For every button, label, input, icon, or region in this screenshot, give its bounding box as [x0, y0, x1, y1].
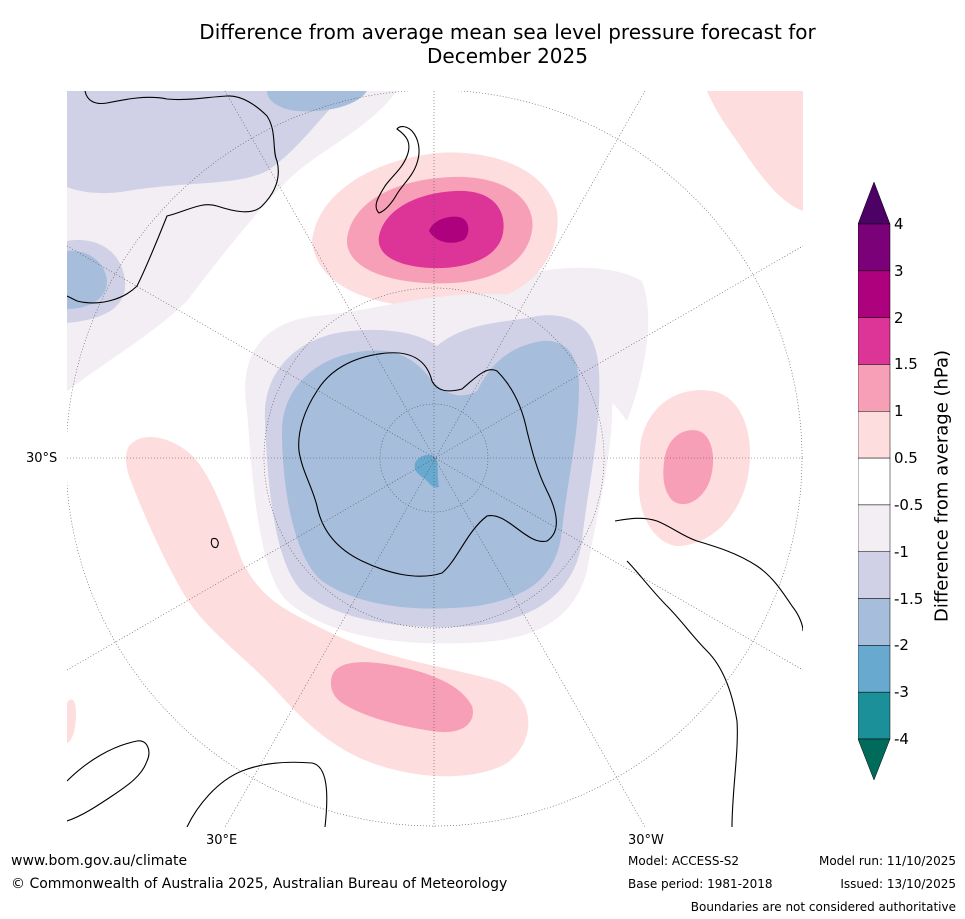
- africa-coastline: [67, 740, 328, 827]
- lat-label-30s: 30°S: [26, 451, 58, 466]
- colorbar-bin: [858, 223, 891, 272]
- anomaly-region-minus15-nw: [267, 91, 367, 112]
- graticule: [67, 91, 803, 827]
- colorbar-tick-label: -4: [894, 730, 909, 748]
- chart-title-line1: Difference from average mean sea level p…: [199, 20, 816, 44]
- colorbar-under-arrow: [858, 738, 891, 781]
- colorbar-bin: [858, 551, 891, 599]
- footer-website: www.bom.gov.au/climate: [11, 853, 188, 869]
- anomaly-region-plus05-west-edge: [67, 699, 76, 743]
- australia-coastline: [67, 91, 279, 304]
- colorbar-bin: [858, 598, 891, 646]
- colorbar-tick-label: -1: [894, 542, 909, 561]
- madagascar-coastline: [210, 538, 219, 548]
- colorbar-tick-label: 1.5: [894, 355, 918, 374]
- map-panel: [67, 91, 803, 827]
- lon-label-30w: 30°W: [628, 833, 664, 848]
- colorbar-bin: [858, 504, 891, 552]
- colorbar: [858, 181, 891, 781]
- colorbar-over-arrow: [858, 181, 891, 225]
- anomaly-region-plus05-ne: [707, 91, 803, 211]
- chart-title: Difference from average mean sea level p…: [0, 20, 965, 68]
- footer-issued: Issued: 13/10/2025: [840, 877, 956, 891]
- colorbar-bin: [858, 270, 891, 318]
- south-america-coastline: [614, 517, 803, 827]
- anomaly-region-minus1-nw: [67, 91, 347, 194]
- colorbar-tick-label: -2: [894, 636, 909, 655]
- footer-base-period: Base period: 1981-2018: [628, 877, 773, 891]
- colorbar-bin: [858, 317, 891, 365]
- footer-copyright: © Commonwealth of Australia 2025, Austra…: [11, 876, 508, 892]
- footer-model-run: Model run: 11/10/2025: [818, 854, 956, 868]
- chart-title-line2: December 2025: [427, 44, 588, 68]
- colorbar-label: Difference from average (hPa): [931, 349, 953, 623]
- colorbar-tick-label: -0.5: [894, 495, 924, 514]
- lon-label-30e: 30°E: [206, 833, 238, 848]
- polar-map: [67, 91, 803, 827]
- new-zealand-coastline: [375, 126, 420, 214]
- colorbar-tick-label: -1.5: [894, 589, 924, 608]
- colorbar-tick-label: 3: [894, 261, 904, 280]
- colorbar-bins: [858, 223, 891, 740]
- anomaly-region-plus1-indian: [330, 662, 473, 733]
- footer-disclaimer: Boundaries are not considered authoritat…: [690, 900, 956, 914]
- colorbar-bin: [858, 364, 891, 412]
- antarctica-coastline: [298, 352, 557, 577]
- colorbar-bin: [858, 411, 891, 459]
- anomaly-region-minus2-pole: [414, 455, 439, 488]
- colorbar-tick-label: -3: [894, 683, 909, 702]
- anomaly-region-plus1-atlantic: [663, 430, 714, 505]
- anomaly-region-minus15-west-australia: [67, 250, 107, 309]
- anomaly-region-plus2-nz: [429, 216, 469, 243]
- colorbar-bin: [858, 457, 891, 506]
- colorbar-tick-label: 2: [894, 308, 904, 327]
- footer-model: Model: ACCESS-S2: [628, 854, 740, 868]
- colorbar-bin: [858, 645, 891, 693]
- colorbar-tick-label: 4: [894, 215, 904, 233]
- colorbar-tick-label: 1: [894, 402, 904, 421]
- colorbar-tick-label: 0.5: [894, 449, 918, 468]
- colorbar-bin: [858, 691, 891, 740]
